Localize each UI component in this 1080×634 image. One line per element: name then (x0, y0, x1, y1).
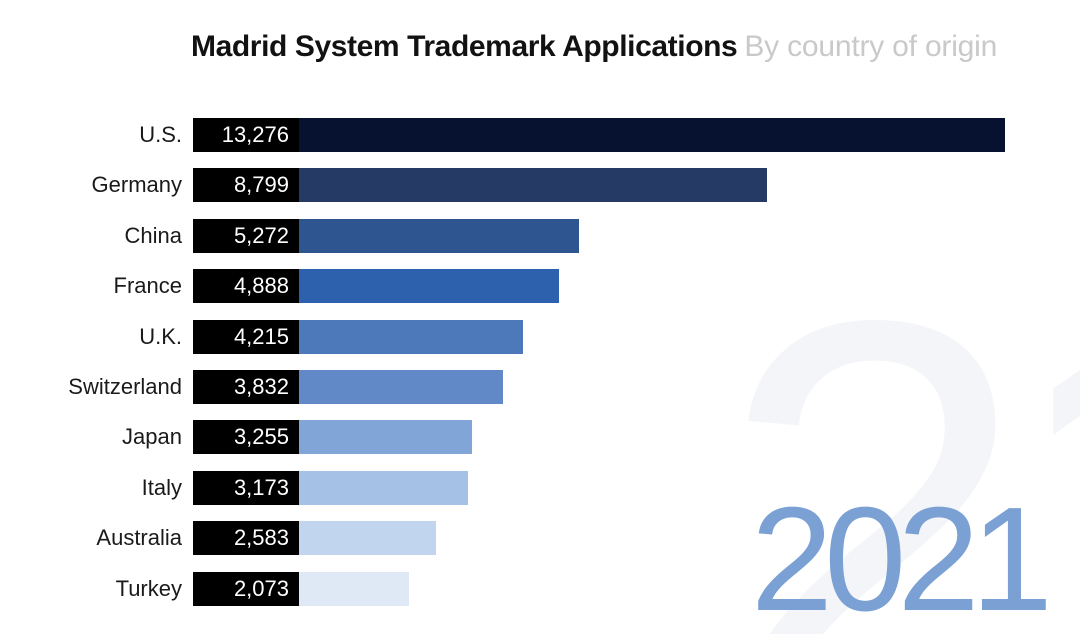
bar-row: U.S. 13,276 (0, 118, 1005, 152)
value-box: 4,888 (193, 269, 299, 304)
bar-fill (299, 470, 468, 505)
value-label: 5,272 (233, 222, 289, 248)
country-label: Germany (91, 172, 182, 198)
bar-row: Japan 3,255 (0, 420, 1005, 455)
value-box: 2,073 (193, 571, 299, 606)
country-label: U.S. (139, 122, 182, 147)
bar-rows: U.S. 13,276 Germany 8,799 China 5,272 Fr… (0, 118, 1005, 622)
value-label: 3,255 (233, 424, 289, 450)
country-label: Japan (122, 424, 182, 450)
value-box: 13,276 (193, 118, 299, 152)
country-label: U.K. (139, 323, 182, 349)
value-box: 3,173 (193, 470, 299, 505)
value-label: 8,799 (233, 172, 289, 198)
bar-row: China 5,272 (0, 218, 1005, 253)
bar-row: Switzerland 3,832 (0, 369, 1005, 404)
bar-fill (299, 420, 472, 455)
page-title: Madrid System Trademark Applications (191, 30, 738, 63)
value-box: 4,215 (193, 319, 299, 354)
bar-fill (299, 319, 523, 354)
bar-fill (299, 571, 409, 606)
value-label: 4,888 (233, 273, 289, 299)
bar-fill (299, 521, 436, 556)
bar-row: France 4,888 (0, 269, 1005, 304)
country-label: Australia (96, 525, 182, 551)
year-badge: 2021 (750, 477, 1053, 634)
ghost-year-watermark: 21 (718, 204, 1080, 634)
value-label: 2,073 (233, 575, 289, 601)
value-box: 3,832 (193, 369, 299, 404)
bar-row: Italy 3,173 (0, 470, 1005, 505)
bar-row: Turkey 2,073 (0, 571, 1005, 606)
bar-row: Australia 2,583 (0, 521, 1005, 556)
value-label: 4,215 (233, 323, 289, 349)
chart-title-row: Madrid System Trademark Applications By c… (191, 30, 997, 64)
bar-fill (299, 269, 559, 304)
bar-fill (299, 118, 1005, 152)
value-box: 2,583 (193, 521, 299, 556)
country-label: France (113, 273, 182, 299)
country-label: Switzerland (68, 373, 182, 399)
bar-fill (299, 369, 503, 404)
country-label: Italy (141, 474, 182, 500)
value-label: 13,276 (221, 122, 289, 147)
bar-row: Germany 8,799 (0, 168, 1005, 203)
value-label: 3,173 (233, 474, 289, 500)
value-box: 5,272 (193, 218, 299, 253)
bar-fill (299, 168, 767, 203)
value-label: 3,832 (233, 373, 289, 399)
bar-fill (299, 218, 579, 253)
bar-row: U.K. 4,215 (0, 319, 1005, 354)
page-subtitle: By country of origin (744, 30, 998, 63)
value-box: 8,799 (193, 168, 299, 203)
value-label: 2,583 (233, 525, 289, 551)
value-box: 3,255 (193, 420, 299, 455)
country-label: Turkey (115, 575, 182, 601)
country-label: China (124, 222, 182, 248)
